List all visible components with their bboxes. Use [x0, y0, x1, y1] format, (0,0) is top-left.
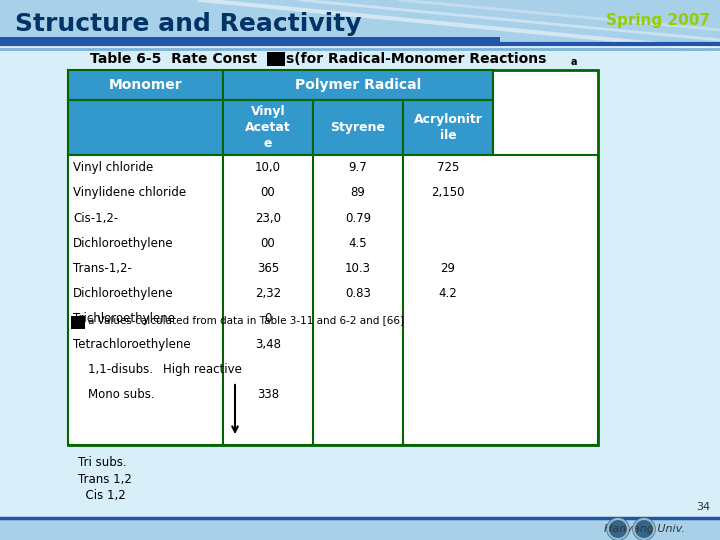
Text: Vinylidene chloride: Vinylidene chloride — [73, 186, 186, 199]
Text: 365: 365 — [257, 262, 279, 275]
Text: Hanyang Univ.: Hanyang Univ. — [604, 524, 685, 534]
Bar — [71, 316, 85, 329]
Bar — [223, 70, 493, 100]
Circle shape — [633, 518, 655, 540]
Text: Dichloroethylene: Dichloroethylene — [73, 287, 174, 300]
Text: Polymer Radical: Polymer Radical — [295, 78, 421, 92]
Bar — [0, 0, 720, 45]
Text: 00: 00 — [261, 237, 275, 250]
Bar — [223, 100, 313, 155]
Text: 1,1-disubs.: 1,1-disubs. — [73, 363, 153, 376]
Bar — [0, 518, 720, 540]
Text: Trans-1,2-: Trans-1,2- — [73, 262, 132, 275]
Text: Cis 1,2: Cis 1,2 — [78, 489, 126, 502]
Bar — [68, 70, 598, 445]
Text: 10.3: 10.3 — [345, 262, 371, 275]
Text: Dichloroethylene: Dichloroethylene — [73, 237, 174, 250]
Text: a Values calculated from data in Table 3-11 and 6-2 and [66]: a Values calculated from data in Table 3… — [88, 315, 404, 325]
Text: Vinyl chloride: Vinyl chloride — [73, 161, 153, 174]
Text: 2,32: 2,32 — [255, 287, 281, 300]
Text: s(for Radical-Monomer Reactions: s(for Radical-Monomer Reactions — [286, 52, 546, 66]
Text: 3,48: 3,48 — [255, 338, 281, 350]
Text: 00: 00 — [261, 186, 275, 199]
Bar — [403, 100, 493, 155]
Bar — [313, 100, 403, 155]
Text: 2,150: 2,150 — [431, 186, 464, 199]
Text: High reactive: High reactive — [163, 363, 242, 376]
Text: 338: 338 — [257, 388, 279, 401]
Text: a: a — [571, 57, 577, 67]
Text: Cis-1,2-: Cis-1,2- — [73, 212, 118, 225]
Text: Mono subs.: Mono subs. — [73, 388, 155, 401]
Text: 725: 725 — [437, 161, 459, 174]
Bar — [267, 52, 285, 66]
Circle shape — [607, 518, 629, 540]
Text: Tetrachloroethylene: Tetrachloroethylene — [73, 338, 191, 350]
Text: Tri subs.: Tri subs. — [78, 456, 127, 469]
Bar — [0, 37, 500, 45]
Text: Trans 1,2: Trans 1,2 — [78, 472, 132, 485]
Bar — [68, 100, 223, 155]
Text: Table 6-5  Rate Const: Table 6-5 Rate Const — [90, 52, 257, 66]
Bar — [68, 155, 598, 445]
Text: 0.79: 0.79 — [345, 212, 371, 225]
Text: Vinyl
Acetat
e: Vinyl Acetat e — [245, 105, 291, 150]
Text: Styrene: Styrene — [330, 121, 385, 134]
Text: 4.5: 4.5 — [348, 237, 367, 250]
Text: Spring 2007: Spring 2007 — [606, 12, 710, 28]
Text: 34: 34 — [696, 502, 710, 512]
Text: 29: 29 — [441, 262, 456, 275]
Text: 9.7: 9.7 — [348, 161, 367, 174]
Text: 89: 89 — [351, 186, 366, 199]
Text: 10,0: 10,0 — [255, 161, 281, 174]
Text: 4.2: 4.2 — [438, 287, 457, 300]
Text: 0.83: 0.83 — [345, 287, 371, 300]
Text: Monomer: Monomer — [109, 78, 182, 92]
Bar — [68, 70, 223, 100]
Text: 23,0: 23,0 — [255, 212, 281, 225]
Text: Trichloroethylene: Trichloroethylene — [73, 313, 175, 326]
Text: Structure and Reactivity: Structure and Reactivity — [15, 12, 361, 36]
Text: 0: 0 — [264, 313, 271, 326]
Text: Acrylonitr
ile: Acrylonitr ile — [413, 113, 482, 142]
